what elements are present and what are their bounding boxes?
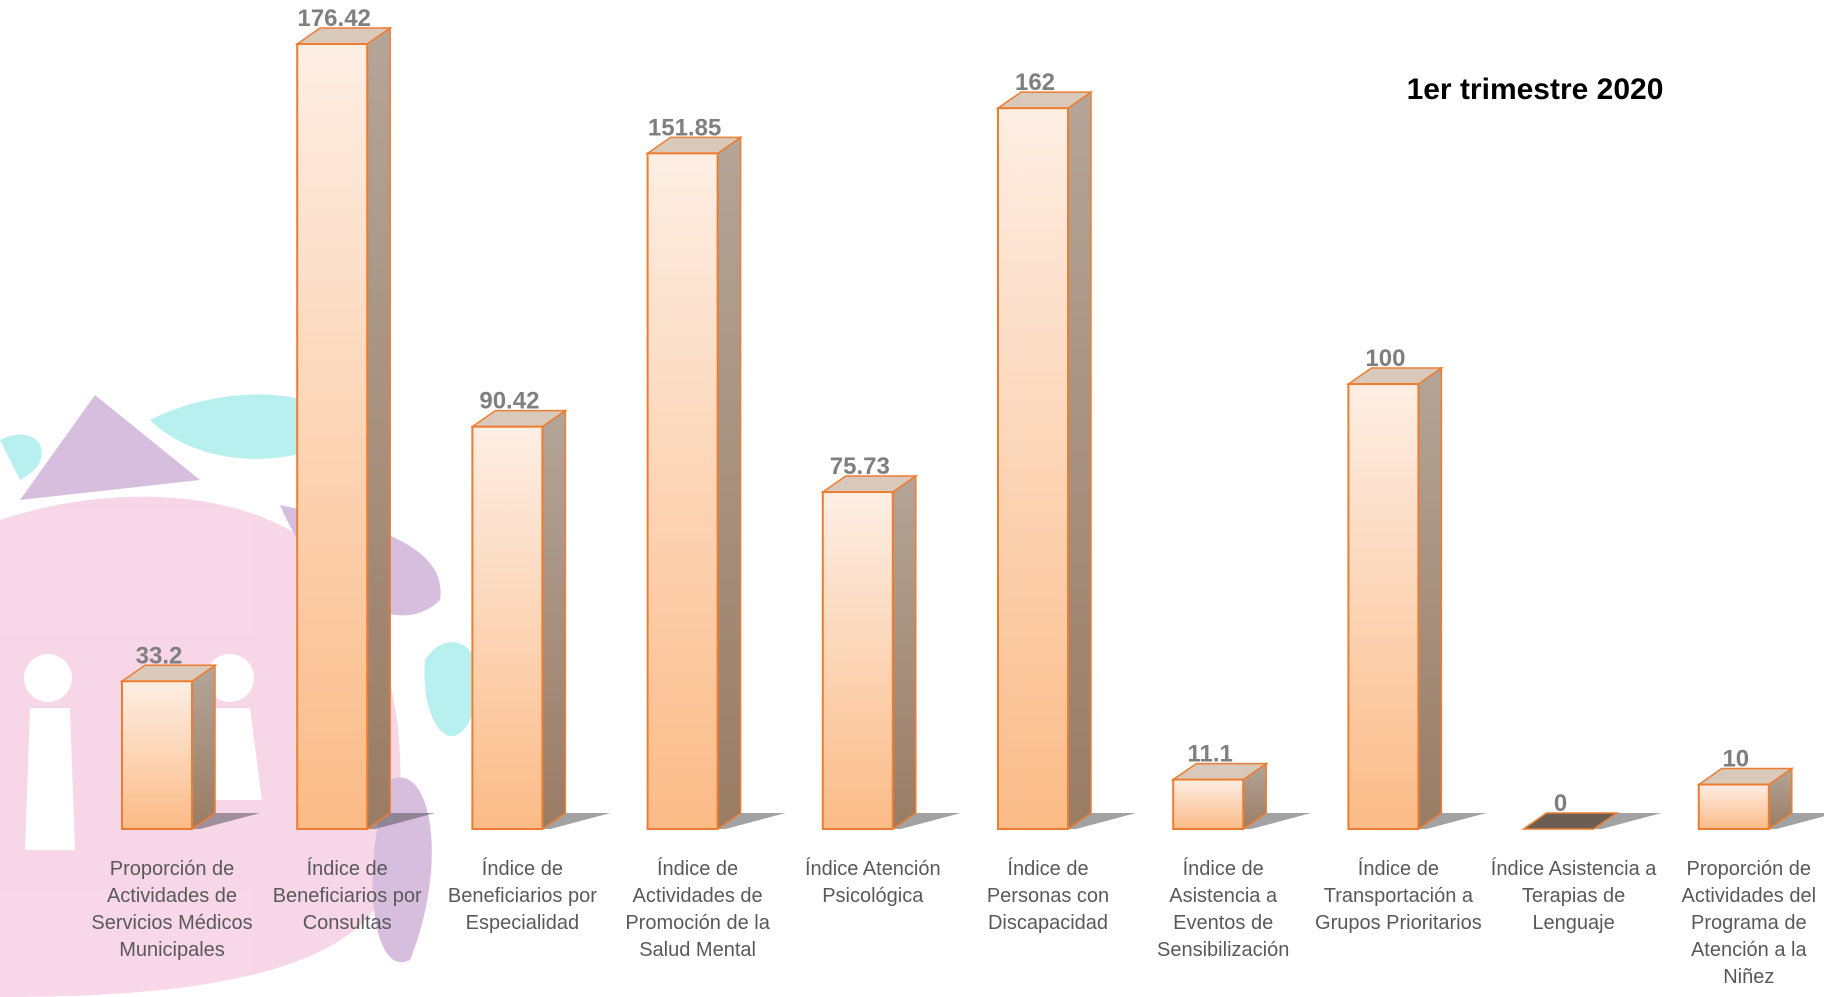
bar: [997, 107, 1069, 831]
x-tick-label: Índice de Beneficiarios por Especialidad: [447, 858, 597, 934]
plot-area: 33.2 176.42 90.42 151.85 75.73 162 11.1 100 0 10: [119, 5, 1824, 831]
x-tick-label: Índice de Transportación a Grupos Priori…: [1315, 858, 1482, 934]
bar: [296, 43, 369, 830]
value-label: 75.73: [830, 453, 890, 480]
x-tick-label: Índice de Beneficiarios por Consultas: [272, 858, 422, 934]
x-tick-label: Índice de Personas con Discapacidad: [986, 858, 1110, 934]
bar: [1347, 383, 1420, 830]
bar: [646, 152, 719, 830]
bar: [1697, 783, 1770, 830]
bar: [471, 425, 544, 830]
x-tick-label: Índice de Asistencia a Eventos de Sensib…: [1157, 858, 1290, 961]
x-tick-label: Índice Atención Psicológica: [804, 858, 941, 907]
bar-side: [366, 26, 391, 831]
value-label: 151.85: [648, 114, 721, 141]
bar-side: [1417, 366, 1443, 831]
value-label: 100: [1365, 345, 1405, 372]
bar: [821, 491, 894, 830]
bar-side: [892, 474, 917, 831]
value-label: 0: [1554, 790, 1567, 817]
bar-side: [1067, 90, 1092, 831]
bar-side: [191, 663, 216, 831]
value-label: 176.42: [297, 5, 370, 32]
x-tick-label: Proporción de Actividades de Servicios M…: [91, 858, 253, 961]
value-label: 11.1: [1188, 741, 1233, 768]
chart-title: 1er trimestre 2020: [1407, 73, 1664, 106]
x-tick-label: Índice de Actividades de Promoción de la…: [625, 858, 770, 961]
bar-top: [1521, 812, 1619, 830]
bar: [121, 680, 193, 831]
value-label: 162: [1015, 69, 1055, 96]
bar: [1172, 778, 1245, 830]
value-label: 33.2: [136, 642, 183, 669]
value-label: 90.42: [479, 388, 539, 415]
value-label: 10: [1722, 746, 1749, 773]
x-tick-label: Índice Asistencia a Terapias de Lenguaje: [1490, 858, 1657, 934]
bar-side: [541, 409, 567, 831]
x-tick-label: Proporción de Actividades del Programa d…: [1681, 858, 1817, 988]
bar-side: [716, 135, 742, 831]
